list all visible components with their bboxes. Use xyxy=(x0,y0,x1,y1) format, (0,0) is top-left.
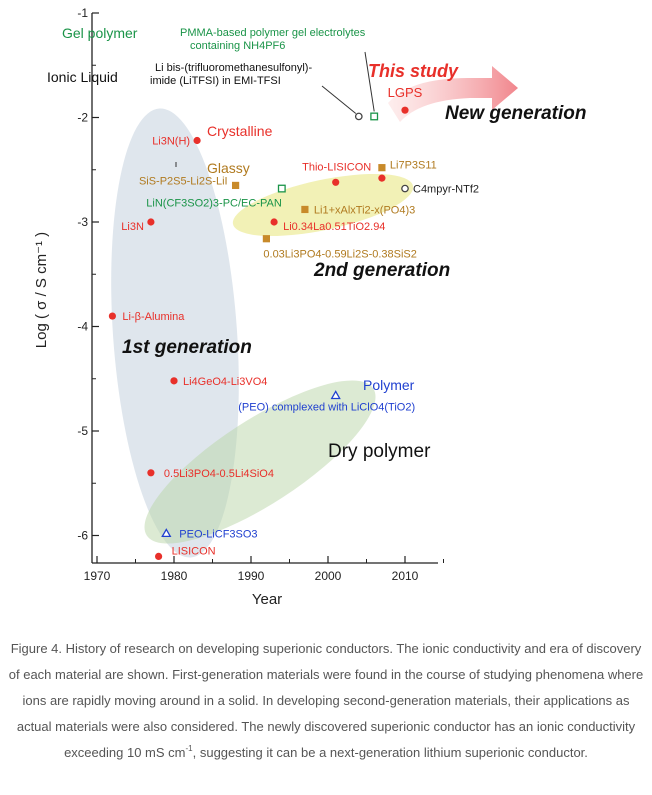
x-axis-label: Year xyxy=(252,591,282,608)
point-label-sis-p2s5-li2s-lii: SiS-P2S5-Li2S-LiI xyxy=(139,175,228,187)
data-point-thio-lisicon xyxy=(332,178,340,186)
data-point-li0-34la0-51tio2-94 xyxy=(270,218,278,226)
litfsi-leader-line xyxy=(321,85,357,114)
point-label-litfsi: Li bis-(trifluoromethanesulfonyl)-imide … xyxy=(150,62,312,87)
category-label-glassy: Glassy xyxy=(207,160,250,176)
category-label-ionic-liquid: Ionic Liquid xyxy=(47,69,118,85)
generation-label-new-generation: New generation xyxy=(445,103,586,124)
point-label-pmma: PMMA-based polymer gel electrolytes conta… xyxy=(180,27,366,52)
x-tick-label: 2010 xyxy=(392,569,419,583)
data-point-li3n xyxy=(147,218,155,226)
data-point-li-alumina xyxy=(108,312,116,320)
data-point-li3n-h xyxy=(193,136,201,145)
point-label-0-5li3po4-0-5li4sio4: 0.5Li3PO4-0.5Li4SiO4 xyxy=(164,468,274,480)
conductivity-chart: -1 -2 -3 -4 -5 -6 1970 1980 1990 2000 2010 Year Log … xyxy=(33,6,586,608)
this-study-label: This study xyxy=(368,61,459,81)
category-label-gel-polymer: Gel polymer xyxy=(62,25,138,41)
point-label-thio-lisicon: Thio-LISICON xyxy=(302,161,371,173)
data-point-lin-cf3so2-3-pc-ec-pan xyxy=(277,184,286,193)
data-point-0-03li3po4-0-59li2s-0-38sis2 xyxy=(262,235,270,243)
point-label-0-03li3po4-0-59li2s-0-38sis2: 0.03Li3PO4-0.59Li2S-0.38SiS2 xyxy=(263,249,417,261)
data-point-li1-xalxti2-x-po4-3 xyxy=(301,205,309,214)
point-label-c4mpyr-ntf2: C4mpyr-NTf2 xyxy=(413,184,479,196)
generation-label-dry-polymer: Dry polymer xyxy=(328,441,431,462)
data-point-li-bis-trifluoromethanesulfonyl-imide-litfsi-in-emi-tfsi xyxy=(354,112,363,121)
data-point-sis-p2s5-li2s-lii xyxy=(232,181,240,190)
y-tick-label: -2 xyxy=(77,111,88,125)
point-label-li0-34la0-51tio2-94: Li0.34La0.51TiO2.94 xyxy=(283,221,385,233)
new-generation-arrow xyxy=(388,66,518,122)
point-label-lgps: LGPS xyxy=(388,85,423,100)
y-tick-label: -3 xyxy=(77,215,88,229)
second-generation-region xyxy=(232,173,414,237)
category-label-polymer: Polymer xyxy=(363,377,415,393)
data-point-li4geo4-li3vo4 xyxy=(170,377,178,385)
caption-superscript: -1 xyxy=(185,744,193,753)
data-point-peo-complexed-with-liclo4-tio2 xyxy=(330,390,341,400)
y-tick-label: -5 xyxy=(77,424,88,438)
x-tick-label: 1980 xyxy=(161,569,188,583)
dry-polymer-region xyxy=(144,380,376,544)
data-point-peo-licf3so3 xyxy=(161,528,172,538)
y-axis-label: Log ( σ / S cm⁻¹ ) xyxy=(33,232,50,348)
figure-caption: Figure 4. History of research on develop… xyxy=(8,636,644,766)
data-point-0-5li3po4-0-5li4sio4 xyxy=(147,469,155,477)
point-label-li3n: Li3N xyxy=(121,221,144,233)
point-label-peo-complexed-with-liclo4-tio2: (PEO) complexed with LiClO4(TiO2) xyxy=(238,401,415,413)
y-tick-label: -4 xyxy=(77,320,88,334)
data-point-li7p3s11 xyxy=(378,164,386,172)
category-label-crystalline: Crystalline xyxy=(207,123,273,139)
data-point-c4mpyr-ntf2 xyxy=(401,184,409,193)
x-tick-label: 1990 xyxy=(238,569,265,583)
generation-label-1st-generation: 1st generation xyxy=(122,337,252,358)
y-tick-label: -6 xyxy=(77,529,88,543)
point-label-peo-licf3so3: PEO-LiCF3SO3 xyxy=(179,528,257,540)
data-point-pmma-based-polymer-gel-electrolytes-containing-nh4pf6 xyxy=(370,112,379,121)
point-label-li1-xalxti2-x-po4-3: Li1+xAlxTi2-x(PO4)3 xyxy=(314,204,415,216)
point-label-li3n-h: Li3N(H) xyxy=(152,135,190,147)
x-tick-label: 1970 xyxy=(84,569,111,583)
x-tick-label: 2000 xyxy=(315,569,342,583)
caption-text: Figure 4. History of research on develop… xyxy=(8,641,644,760)
point-label-li7p3s11: Li7P3S11 xyxy=(390,160,437,172)
point-label-li4geo4-li3vo4: Li4GeO4-Li3VO4 xyxy=(183,376,267,388)
generation-label-2nd-generation: 2nd generation xyxy=(313,260,450,281)
data-point-crystalline xyxy=(378,174,386,182)
point-label-lisicon: LISICON xyxy=(172,545,216,557)
point-label-lin-cf3so2-3-pc-ec-pan: LiN(CF3SO2)3-PC/EC-PAN xyxy=(146,198,282,210)
caption-text-end: , suggesting it can be a next-generation… xyxy=(192,745,588,760)
y-tick-label: -1 xyxy=(77,6,88,20)
first-generation-region xyxy=(111,108,239,558)
pmma-leader-line xyxy=(364,51,375,112)
data-point-lgps xyxy=(401,106,409,114)
point-label-li-alumina: Li-β-Alumina xyxy=(122,311,185,323)
data-point-lisicon xyxy=(155,552,163,561)
